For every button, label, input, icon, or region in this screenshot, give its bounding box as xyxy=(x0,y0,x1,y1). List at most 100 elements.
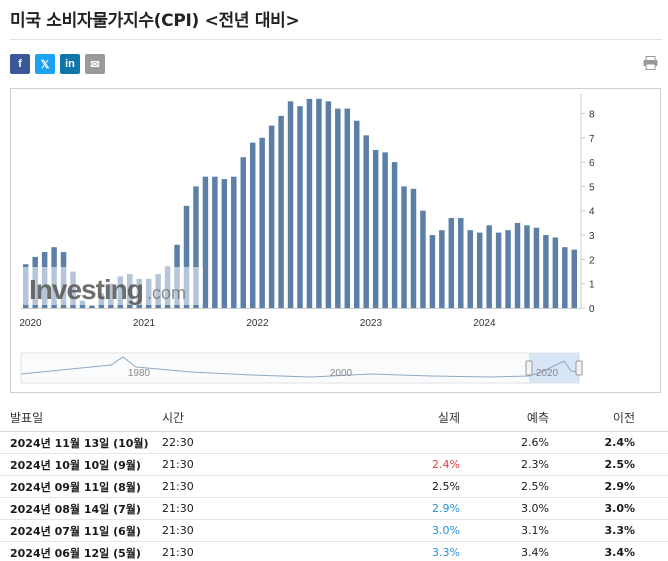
cpi-bar xyxy=(552,237,559,308)
x-tick-label: 2022 xyxy=(246,318,269,329)
row-date: 2024년 08월 14일 (7월) xyxy=(10,502,141,516)
cpi-bar xyxy=(306,98,313,308)
print-icon[interactable] xyxy=(643,56,658,70)
cpi-bar xyxy=(344,108,351,308)
cpi-bar xyxy=(543,235,549,308)
cpi-bar xyxy=(391,162,398,308)
cpi-bar xyxy=(429,235,436,308)
email-share-button[interactable]: ✉ xyxy=(85,54,105,74)
cpi-bar xyxy=(335,108,341,308)
cpi-bar xyxy=(524,225,530,308)
navigator-line xyxy=(20,356,580,378)
cpi-bar xyxy=(297,106,303,308)
cpi-bar xyxy=(363,135,369,308)
cpi-bar xyxy=(325,101,332,308)
cpi-bar xyxy=(382,152,388,308)
navigator-selection xyxy=(529,353,579,383)
investing-watermark-suffix: .com xyxy=(147,283,186,303)
cpi-bar xyxy=(495,232,502,308)
row-previous: 2.4% xyxy=(604,436,635,449)
row-time: 21:30 xyxy=(162,546,194,559)
cpi-bar xyxy=(439,230,445,308)
row-date: 2024년 10월 10일 (9월) xyxy=(10,458,141,472)
header-actual[interactable]: 실제 xyxy=(437,411,460,425)
row-date: 2024년 07월 11일 (6월) xyxy=(10,524,141,538)
table-row: 2024년 06월 12일 (5월) 21:30 3.3% 3.4% 3.4% xyxy=(0,542,668,561)
row-forecast: 2.5% xyxy=(521,480,549,493)
x-tick-label: 2023 xyxy=(360,318,383,329)
row-date: 2024년 11월 13일 (10월) xyxy=(10,436,149,450)
header-date[interactable]: 발표일 xyxy=(10,411,44,425)
twitter-icon: 𝕏 xyxy=(40,58,50,71)
cpi-bar xyxy=(193,186,199,308)
row-time: 21:30 xyxy=(162,480,194,493)
cpi-bar xyxy=(221,179,228,308)
row-date: 2024년 06월 12일 (5월) xyxy=(10,546,141,560)
y-tick-label: 2 xyxy=(589,255,595,266)
y-tick-label: 1 xyxy=(589,280,595,291)
navigator-label: 2000 xyxy=(330,368,353,379)
cpi-bar xyxy=(354,120,360,308)
linkedin-share-button[interactable]: in xyxy=(60,54,80,74)
cpi-bar xyxy=(268,125,275,308)
cpi-chart-svg: 0 1 2 3 4 5 6 7 8 2020 2021 2022 2023 2024 Investing .c… xyxy=(19,94,595,384)
row-previous: 3.0% xyxy=(604,502,635,515)
y-tick-label: 7 xyxy=(589,134,595,145)
row-previous: 2.9% xyxy=(604,480,635,493)
y-tick-label: 6 xyxy=(589,158,595,169)
facebook-icon: f xyxy=(18,58,22,70)
header-time[interactable]: 시간 xyxy=(162,411,185,425)
row-forecast: 2.6% xyxy=(521,436,549,449)
row-forecast: 2.3% xyxy=(521,458,549,471)
cpi-bar xyxy=(486,225,492,308)
row-time: 21:30 xyxy=(162,524,194,537)
row-time: 21:30 xyxy=(162,502,194,515)
cpi-bar xyxy=(514,222,521,308)
page-title: 미국 소비자물가지수(CPI) <전년 대비> xyxy=(10,11,300,31)
navigator-label: 2020 xyxy=(536,368,559,379)
x-tick-label: 2021 xyxy=(133,318,156,329)
table-header: 발표일 시간 실제 예측 이전 xyxy=(0,404,668,432)
cpi-bar xyxy=(249,142,256,308)
cpi-bar xyxy=(259,137,265,308)
header-forecast[interactable]: 예측 xyxy=(526,411,549,425)
cpi-bar xyxy=(278,115,284,308)
navigator-handle xyxy=(575,360,583,376)
cpi-bar xyxy=(316,98,322,308)
cpi-bar xyxy=(401,186,407,308)
row-actual: 2.5% xyxy=(432,480,460,493)
cpi-bar xyxy=(505,230,511,308)
cpi-bar xyxy=(183,205,190,308)
table-row: 2024년 07월 11일 (6월) 21:30 3.0% 3.1% 3.3% xyxy=(0,520,668,542)
cpi-bar xyxy=(458,218,464,308)
cpi-bar xyxy=(410,188,417,308)
cpi-bar xyxy=(476,232,483,308)
y-tick-label: 8 xyxy=(589,109,595,120)
row-forecast: 3.0% xyxy=(521,502,549,515)
cpi-bar xyxy=(467,230,473,308)
cpi-bar xyxy=(202,176,209,308)
table-row: 2024년 09월 11일 (8월) 21:30 2.5% 2.5% 2.9% xyxy=(0,476,668,498)
facebook-share-button[interactable]: f xyxy=(10,54,30,74)
email-icon: ✉ xyxy=(90,58,100,71)
cpi-bar xyxy=(571,249,578,308)
cpi-bar xyxy=(231,176,237,308)
table-row: 2024년 11월 13일 (10월) 22:30 2.6% 2.4% xyxy=(0,432,668,454)
header-previous[interactable]: 이전 xyxy=(612,411,635,425)
linkedin-icon: in xyxy=(65,58,75,70)
cpi-chart[interactable]: 0 1 2 3 4 5 6 7 8 2020 2021 2022 2023 2024 Investing .c… xyxy=(10,88,661,393)
y-tick-label: 0 xyxy=(589,304,595,315)
table-row: 2024년 10월 10일 (9월) 21:30 2.4% 2.3% 2.5% xyxy=(0,454,668,476)
cpi-bar xyxy=(448,218,455,308)
x-tick-label: 2024 xyxy=(473,318,496,329)
y-tick-label: 5 xyxy=(589,182,595,193)
investing-watermark: Investing xyxy=(29,274,143,305)
watermark-backdrop xyxy=(23,267,203,305)
row-forecast: 3.4% xyxy=(521,546,549,559)
cpi-bar xyxy=(212,176,218,308)
navigator-label: 1980 xyxy=(128,368,151,379)
range-navigator xyxy=(20,352,580,384)
release-table: 발표일 시간 실제 예측 이전 2024년 11월 13일 (10월) 22:3… xyxy=(0,404,668,561)
cpi-bar xyxy=(533,227,540,308)
twitter-share-button[interactable]: 𝕏 xyxy=(35,54,55,74)
